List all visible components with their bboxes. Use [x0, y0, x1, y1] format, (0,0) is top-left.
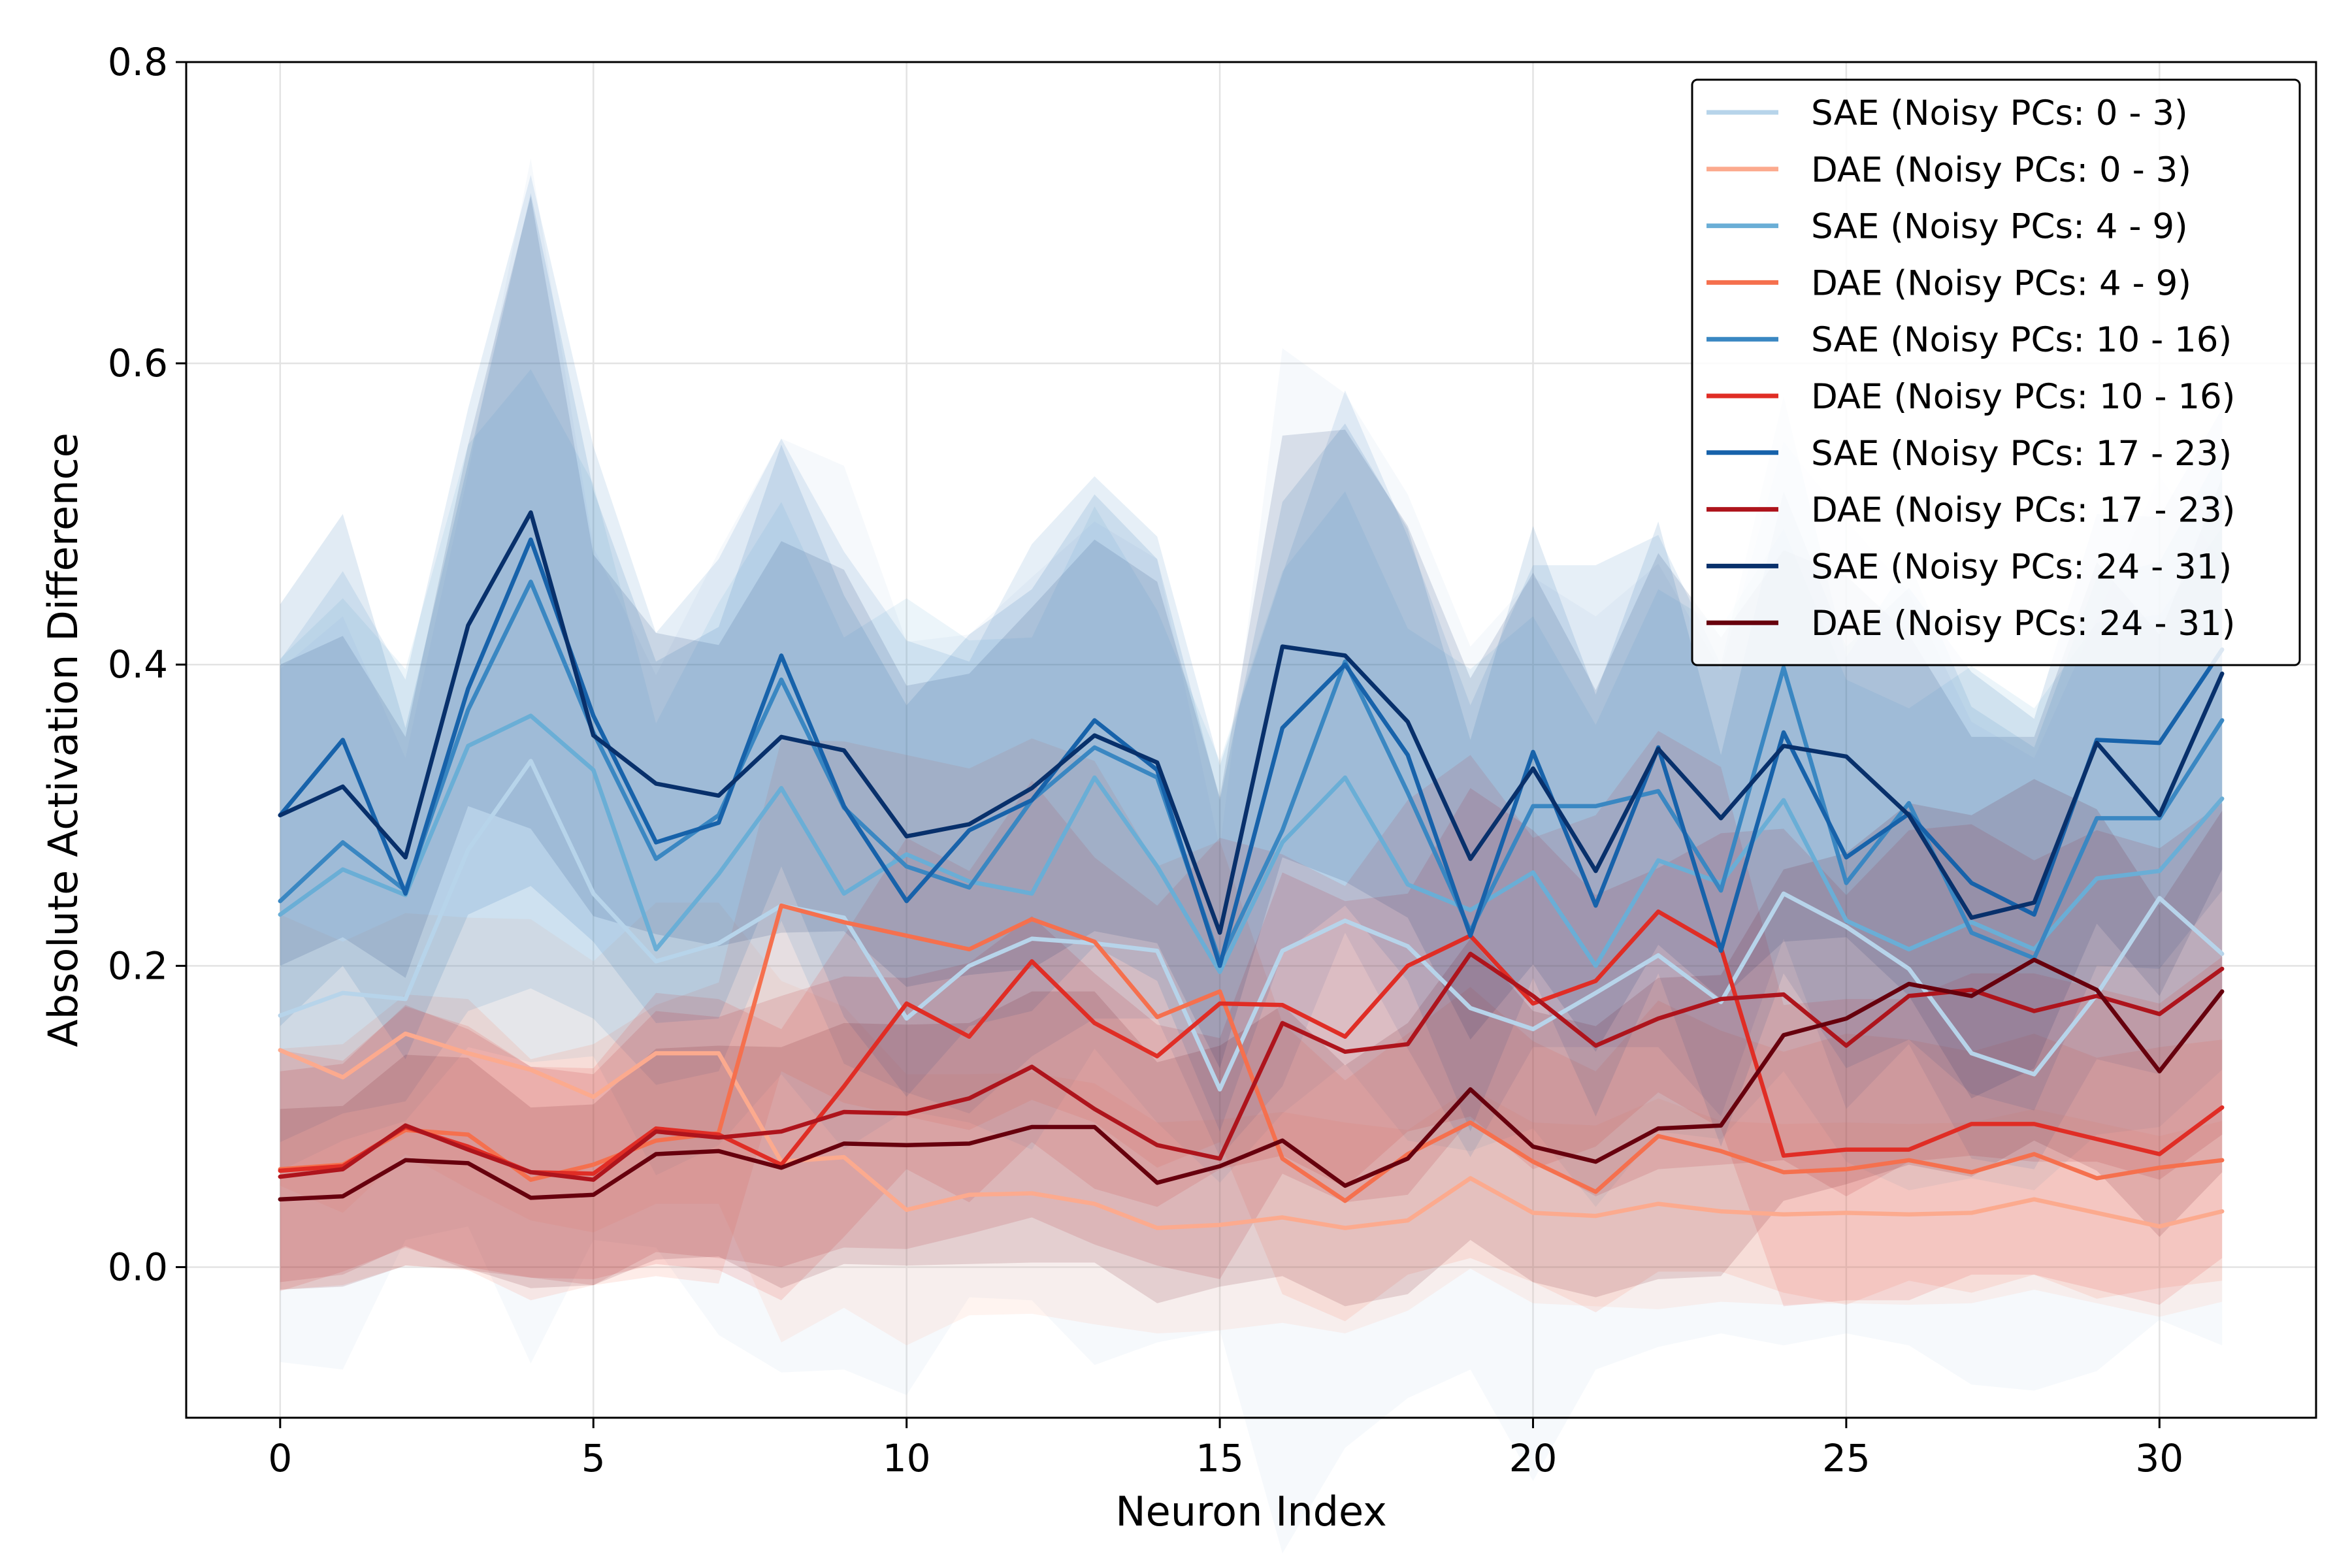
series-line-6 — [278, 537, 2225, 968]
legend-box — [1691, 78, 2301, 666]
series-line-5 — [278, 909, 2225, 1176]
legend-entry: DAE (Noisy PCs: 0 - 3) — [1811, 150, 2191, 190]
series-line-2 — [278, 713, 2225, 974]
x-tick-label: 0 — [268, 1436, 292, 1480]
confidence-band-8 — [280, 196, 2223, 1099]
legend-entry: DAE (Noisy PCs: 24 - 31) — [1811, 604, 2235, 644]
y-tick-label: 0.8 — [108, 40, 168, 84]
legend-entry: DAE (Noisy PCs: 4 - 9) — [1811, 263, 2191, 303]
legend-entry: SAE (Noisy PCs: 24 - 31) — [1811, 547, 2232, 587]
x-tick-label: 30 — [2135, 1436, 2183, 1480]
x-tick-label: 20 — [1509, 1436, 1558, 1480]
confidence-band-7 — [280, 788, 2223, 1286]
confidence-band-4 — [280, 174, 2223, 1169]
series-lines — [278, 510, 2225, 1230]
series-line-3 — [278, 903, 2225, 1203]
confidence-band-6 — [280, 193, 2223, 1147]
plot-frame — [185, 61, 2317, 1419]
series-line-1 — [278, 1031, 2225, 1230]
series-line-0 — [278, 759, 2225, 1092]
series-line-9 — [278, 957, 2225, 1201]
legend-entry: SAE (Noisy PCs: 10 - 16) — [1811, 320, 2232, 360]
legend-entry: SAE (Noisy PCs: 4 - 9) — [1811, 207, 2188, 247]
legend: SAE (Noisy PCs: 0 - 3) DAE (Noisy PCs: 0 … — [1691, 78, 2301, 666]
axis-ticks: 0 5 10 15 20 25 30 0.0 0.2 0.4 0.6 0.8 — [108, 40, 2183, 1480]
legend-entry: SAE (Noisy PCs: 17 - 23) — [1811, 434, 2232, 474]
confidence-band-9 — [280, 779, 2223, 1307]
legend-entry: SAE (Noisy PCs: 0 - 3) — [1811, 93, 2188, 133]
confidence-band-0 — [280, 158, 2223, 1554]
series-line-8 — [278, 510, 2225, 935]
x-tick-label: 25 — [1822, 1436, 1870, 1480]
legend-entry: DAE (Noisy PCs: 10 - 16) — [1811, 377, 2235, 417]
y-tick-label: 0.2 — [108, 943, 168, 988]
x-tick-label: 10 — [883, 1436, 931, 1480]
x-tick-label: 5 — [581, 1436, 606, 1480]
legend-entry: DAE (Noisy PCs: 17 - 23) — [1811, 491, 2235, 531]
y-axis-label: Absolute Activation Difference — [39, 433, 87, 1047]
x-tick-label: 15 — [1196, 1436, 1244, 1480]
confidence-band-3 — [280, 738, 2223, 1322]
y-tick-label: 0.0 — [108, 1245, 168, 1289]
series-line-7 — [278, 951, 2225, 1182]
x-axis-label: Neuron Index — [1115, 1488, 1387, 1535]
y-tick-label: 0.4 — [108, 642, 168, 687]
y-tick-label: 0.6 — [108, 341, 168, 385]
confidence-band-1 — [280, 902, 2223, 1346]
series-line-4 — [278, 580, 2225, 964]
